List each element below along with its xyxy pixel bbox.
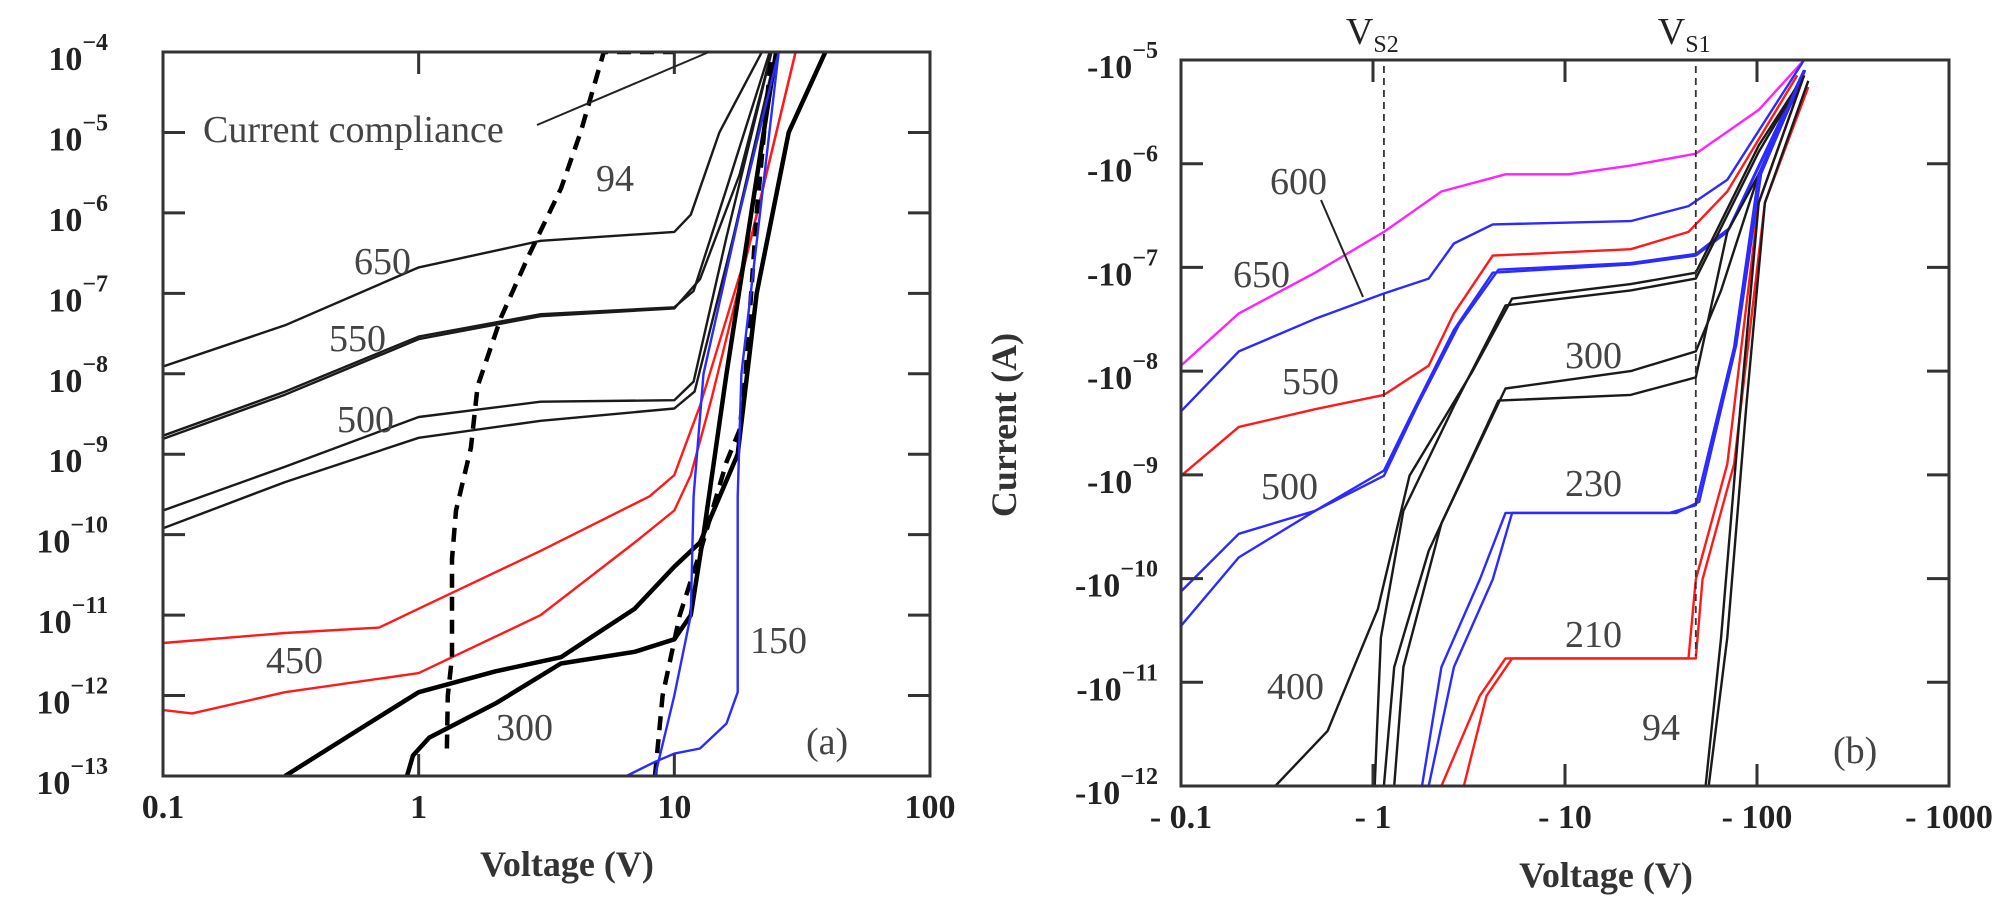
label-pointer-600 [1320,199,1364,298]
curve-label-550: 550 [329,318,386,360]
y-tick-label: -10−9 [1087,453,1158,501]
series-line-150 [653,52,780,776]
curve-label-94: 94 [596,158,634,200]
y-tick-label: 10−4 [48,30,108,78]
x-tick-label: - 100 [1722,799,1793,836]
annotation-current-compliance: Current compliance [203,109,504,151]
series-line-400 [1274,74,1806,786]
series-line-650 [163,52,763,368]
series-line-550 [163,52,771,437]
x-tick-label: 10 [657,789,691,826]
y-tick-label: 10−8 [48,352,108,400]
y-tick-label: 10−5 [48,110,108,158]
marker-label-s2: VS2 [1346,11,1399,58]
y-tick-label: -10−12 [1075,764,1158,812]
y-tick-label: 10−11 [38,593,108,641]
x-axis-title: Voltage (V) [1519,855,1693,895]
panel-label: (b) [1833,730,1877,772]
curve-label-94: 94 [1642,707,1680,749]
y-tick-label: -10−7 [1087,245,1158,293]
series-line-94 [1707,80,1810,786]
series-line-210 [1440,74,1806,786]
series-group [163,52,856,776]
series-line-500 [1181,69,1806,593]
series-line-550 [163,52,773,441]
series-line-500 [163,52,773,512]
x-tick-label: 1 [410,789,427,826]
panel-a: 0.1 1 10 100 10−4 10−5 10−6 10−7 10−8 10−9 10−10 10… [36,30,955,884]
curve-label-450: 450 [266,640,323,682]
y-tick-label: 10−7 [48,271,108,319]
y-tick-label: -10−8 [1087,349,1158,397]
plot-frame [161,50,932,778]
series-line-300 [283,52,828,776]
curve-label-650: 650 [354,241,411,283]
curve-label-650: 650 [1233,254,1290,296]
curve-label-230: 230 [1565,463,1622,505]
curve-label-600: 600 [1270,161,1327,203]
y-tick-label: -10−5 [1087,38,1158,86]
x-tick-label: - 1 [1355,799,1392,836]
x-tick-label: - 1000 [1905,799,1993,836]
series-line-500 [1181,69,1807,627]
series-line-550 [1181,74,1799,477]
series-line-94 [1704,74,1806,786]
y-tick-label: 10−12 [36,674,108,722]
x-axis-title: Voltage (V) [480,844,654,884]
y-tick-label: 10−6 [48,191,108,239]
series-line-300 [1393,74,1806,786]
series-line-450 [163,52,797,715]
y-tick-label: 10−13 [36,754,108,802]
curve-label-500: 500 [1261,466,1318,508]
curve-label-500: 500 [337,399,394,441]
curve-label-150: 150 [750,620,807,662]
panel-b: VS2 VS1 - 0.1 - 1 - 10 - 100 - 1000 -10−5 -10−6 -… [984,11,1993,895]
y-tick-label: 10−9 [48,432,108,480]
y-tick-label: 10−10 [36,513,108,561]
curve-label-210: 210 [1565,614,1622,656]
curve-label-300: 300 [496,707,553,749]
series-line-600 [1181,60,1806,413]
curve-label-300: 300 [1565,335,1622,377]
annotation-pointer [536,51,710,126]
y-tick-label: -10−11 [1076,660,1158,708]
curve-label-400: 400 [1267,666,1324,708]
y-axis-title: Current (A) [984,333,1024,517]
series-line-94 [652,52,774,776]
series-line-300 [1382,74,1806,786]
series-line-230 [1427,69,1807,786]
series-group [1181,60,1810,786]
series-line-400 [1373,74,1806,786]
x-tick-label: - 0.1 [1150,799,1212,836]
series-line-500 [163,52,778,530]
y-tick-label: -10−10 [1075,557,1158,605]
curve-label-550: 550 [1282,361,1339,403]
x-tick-label: 100 [905,789,956,826]
marker-label-s1: VS1 [1658,11,1711,58]
series-line-300 [404,52,779,776]
panel-label: (a) [806,721,848,763]
series-line-150 [625,52,780,776]
x-tick-label: - 10 [1538,799,1592,836]
series-line-650 [1181,60,1805,367]
x-tick-label: 0.1 [142,789,185,826]
y-tick-label: -10−6 [1087,142,1158,190]
